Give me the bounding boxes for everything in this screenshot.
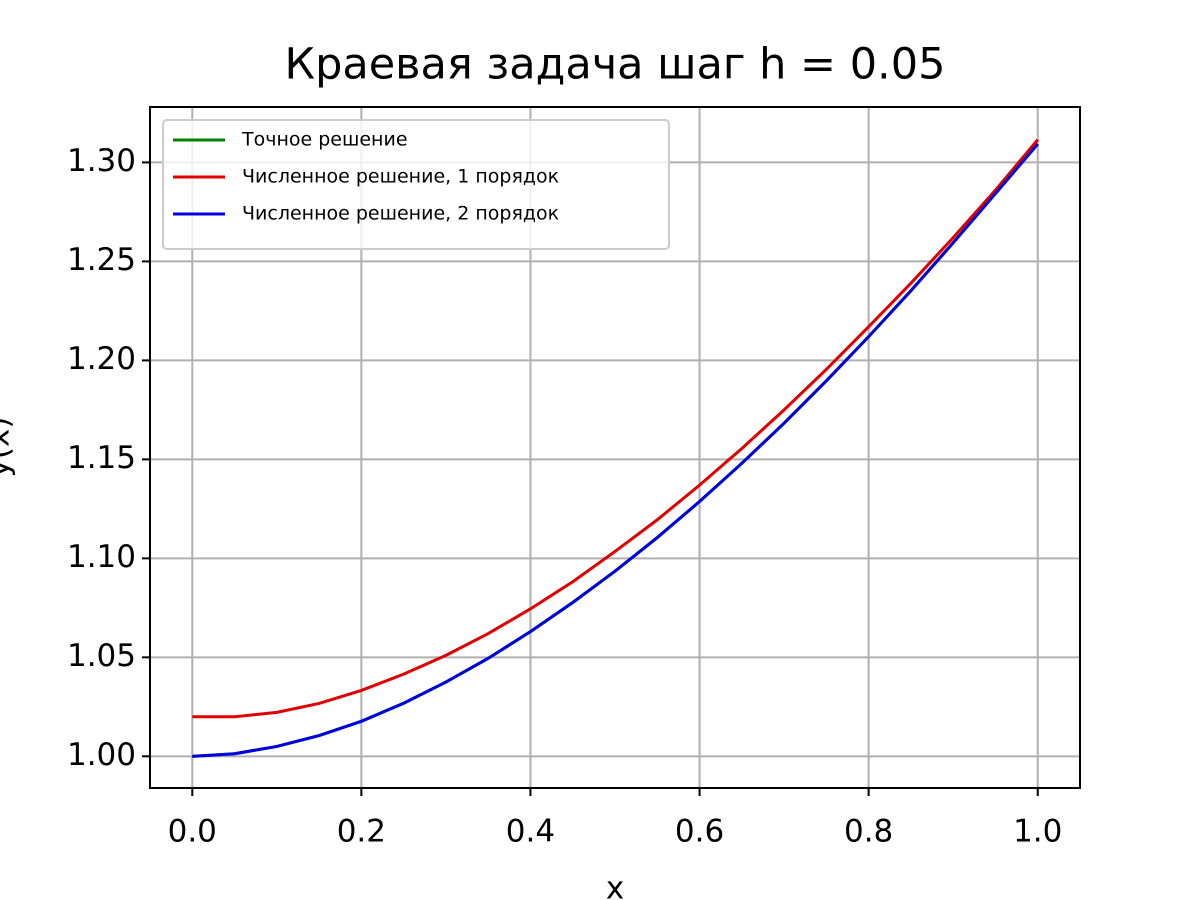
legend-label: Численное решение, 1 порядок — [242, 166, 559, 188]
x-tick-label: 0.8 — [844, 814, 893, 850]
x-tick-label: 0.6 — [675, 814, 724, 850]
plot-frame — [149, 106, 1081, 789]
legend-label: Численное решение, 2 порядок — [242, 203, 559, 225]
y-tick-label: 1.00 — [67, 737, 136, 773]
chart-title: Краевая задача шаг h = 0.05 — [285, 40, 946, 90]
x-tick-label: 0.4 — [506, 814, 555, 850]
x-tick-label: 1.0 — [1013, 814, 1062, 850]
y-tick-label: 1.20 — [67, 341, 136, 377]
x-axis-label: x — [606, 871, 624, 900]
x-tick-label: 0.2 — [337, 814, 386, 850]
y-tick-label: 1.10 — [67, 539, 136, 575]
y-tick-label: 1.25 — [67, 242, 136, 278]
y-tick-label: 1.05 — [67, 638, 136, 674]
legend: Точное решение Численное решение, 1 поряд… — [162, 119, 670, 250]
legend-label: Точное решение — [241, 129, 408, 151]
y-tick-label: 1.30 — [67, 143, 136, 179]
data-line — [192, 138, 1039, 719]
legend-box — [162, 119, 670, 250]
y-axis-label: y(x) — [0, 417, 17, 478]
data-line — [192, 143, 1039, 758]
y-tick-label: 1.15 — [67, 440, 136, 476]
x-tick-label: 0.0 — [168, 814, 217, 850]
